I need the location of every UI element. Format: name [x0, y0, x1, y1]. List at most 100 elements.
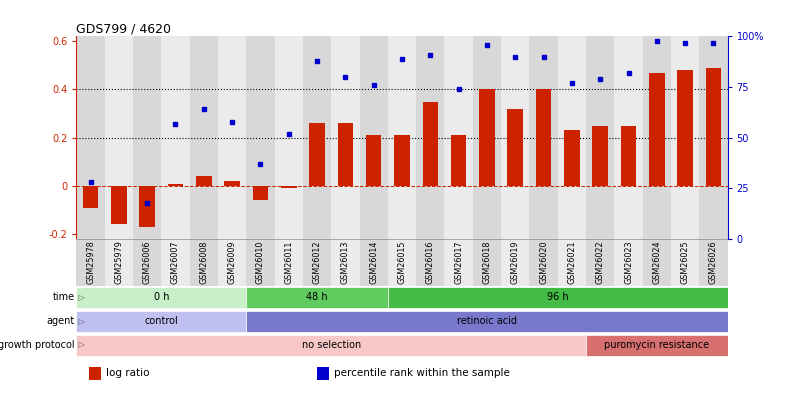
- Text: 48 h: 48 h: [306, 292, 328, 302]
- Bar: [557, 239, 585, 286]
- Bar: [472, 239, 500, 286]
- Bar: [76, 239, 104, 286]
- Text: GSM26006: GSM26006: [142, 240, 152, 284]
- Bar: [104, 239, 132, 286]
- Bar: [613, 239, 642, 286]
- Text: GSM26013: GSM26013: [340, 240, 349, 284]
- Text: GSM26015: GSM26015: [397, 240, 406, 284]
- Bar: [132, 36, 161, 239]
- Bar: [161, 36, 190, 239]
- Text: GSM25978: GSM25978: [86, 240, 95, 284]
- Bar: [387, 239, 416, 286]
- Bar: [528, 36, 557, 239]
- Bar: [416, 36, 444, 239]
- Text: growth protocol: growth protocol: [0, 340, 75, 350]
- Bar: [190, 239, 218, 286]
- Bar: [246, 36, 275, 239]
- Bar: [161, 239, 190, 286]
- Text: 96 h: 96 h: [546, 292, 568, 302]
- Bar: [557, 36, 585, 239]
- Bar: [303, 239, 331, 286]
- Text: GSM26025: GSM26025: [680, 240, 689, 284]
- Bar: [76, 311, 246, 332]
- Bar: [585, 335, 727, 356]
- Bar: [111, 186, 127, 224]
- Bar: [309, 123, 324, 186]
- Text: GSM26018: GSM26018: [482, 240, 491, 284]
- Bar: [303, 36, 331, 239]
- Text: GSM26011: GSM26011: [284, 240, 293, 284]
- Text: no selection: no selection: [301, 340, 361, 350]
- Bar: [416, 239, 444, 286]
- Bar: [132, 239, 161, 286]
- Text: GSM26017: GSM26017: [454, 240, 463, 284]
- Text: percentile rank within the sample: percentile rank within the sample: [333, 368, 509, 378]
- Text: GSM26009: GSM26009: [227, 240, 236, 284]
- Text: GSM26020: GSM26020: [538, 240, 548, 284]
- Text: GSM26019: GSM26019: [510, 240, 519, 284]
- Bar: [535, 90, 551, 186]
- Bar: [337, 123, 353, 186]
- Bar: [564, 130, 579, 186]
- Bar: [224, 181, 239, 186]
- Text: GSM26010: GSM26010: [255, 240, 265, 284]
- Bar: [592, 126, 607, 186]
- Bar: [252, 186, 268, 200]
- Text: ▷: ▷: [75, 317, 84, 326]
- Bar: [317, 367, 328, 380]
- Bar: [500, 36, 528, 239]
- Bar: [620, 126, 635, 186]
- Bar: [76, 335, 585, 356]
- Bar: [705, 68, 720, 186]
- Bar: [699, 239, 727, 286]
- Text: GSM26026: GSM26026: [708, 240, 717, 284]
- Bar: [280, 186, 296, 188]
- Text: GDS799 / 4620: GDS799 / 4620: [76, 22, 171, 35]
- Bar: [365, 135, 381, 186]
- Bar: [139, 186, 155, 227]
- Bar: [642, 36, 671, 239]
- Bar: [444, 239, 472, 286]
- Bar: [359, 36, 387, 239]
- Text: GSM26014: GSM26014: [369, 240, 377, 284]
- Bar: [387, 36, 416, 239]
- Bar: [76, 287, 246, 308]
- Text: ▷: ▷: [75, 293, 84, 302]
- Text: puromycin resistance: puromycin resistance: [604, 340, 708, 350]
- Text: 0 h: 0 h: [153, 292, 169, 302]
- Bar: [246, 239, 275, 286]
- Bar: [168, 183, 183, 186]
- Bar: [331, 36, 359, 239]
- Text: GSM25979: GSM25979: [114, 240, 123, 284]
- Bar: [76, 36, 104, 239]
- Bar: [472, 36, 500, 239]
- Text: retinoic acid: retinoic acid: [456, 316, 516, 326]
- Bar: [671, 36, 699, 239]
- Text: GSM26016: GSM26016: [426, 240, 434, 284]
- Bar: [83, 186, 98, 208]
- Bar: [218, 239, 246, 286]
- Bar: [104, 36, 132, 239]
- Text: control: control: [145, 316, 178, 326]
- Text: GSM26023: GSM26023: [623, 240, 632, 284]
- Text: GSM26021: GSM26021: [567, 240, 576, 284]
- Bar: [648, 72, 664, 186]
- Text: time: time: [52, 292, 75, 302]
- Bar: [479, 90, 494, 186]
- Bar: [500, 239, 528, 286]
- Bar: [196, 176, 211, 186]
- Text: log ratio: log ratio: [105, 368, 149, 378]
- Bar: [528, 239, 557, 286]
- Bar: [218, 36, 246, 239]
- Bar: [359, 239, 387, 286]
- Bar: [89, 367, 101, 380]
- Bar: [422, 102, 438, 186]
- Bar: [699, 36, 727, 239]
- Bar: [275, 239, 303, 286]
- Bar: [507, 109, 523, 186]
- Bar: [676, 70, 692, 186]
- Text: GSM26022: GSM26022: [595, 240, 604, 284]
- Bar: [671, 239, 699, 286]
- Bar: [642, 239, 671, 286]
- Bar: [190, 36, 218, 239]
